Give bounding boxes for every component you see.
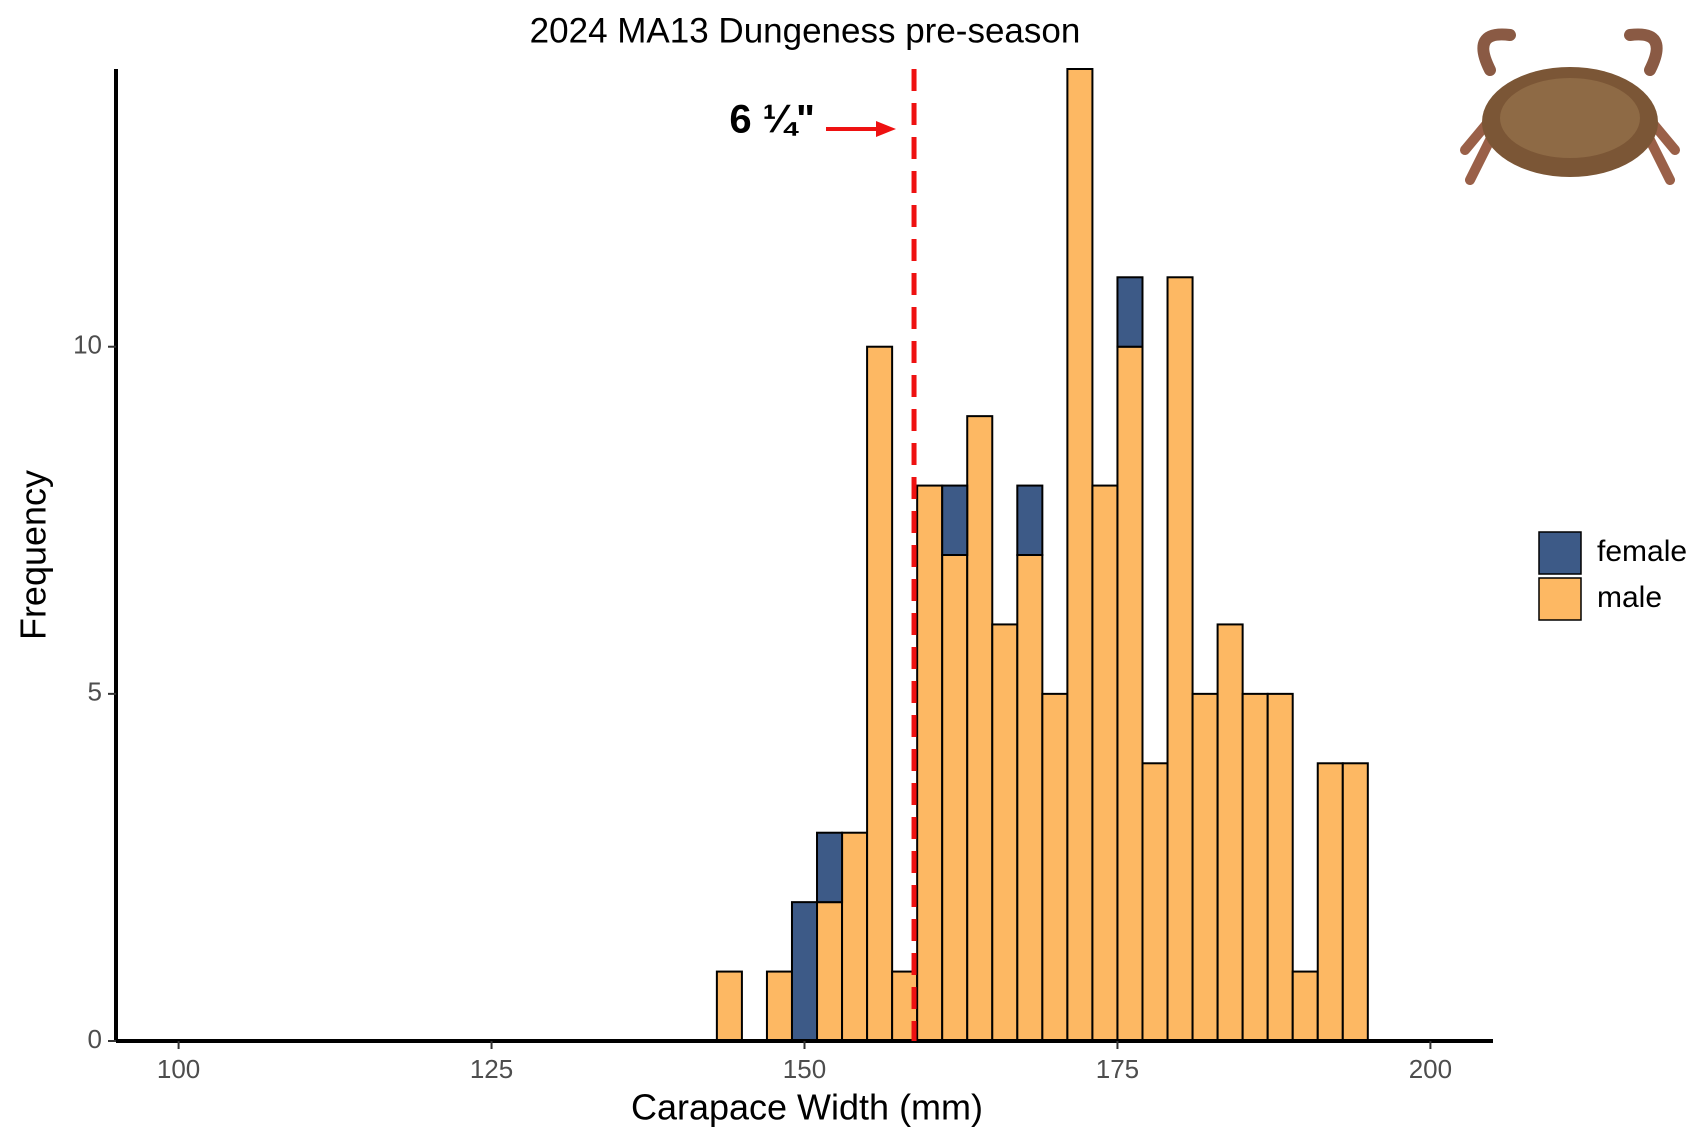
bar (1116, 345, 1144, 1042)
legend-swatch (1538, 577, 1582, 621)
x-tick-label: 200 (1409, 1054, 1452, 1084)
bar (1016, 484, 1044, 557)
y-axis-title: Frequency (13, 470, 54, 640)
bar (1291, 970, 1319, 1042)
bar (1216, 623, 1244, 1043)
bar (991, 623, 1019, 1043)
bar (765, 970, 793, 1042)
legend-swatch (1538, 531, 1582, 575)
y-tick-label: 0 (88, 1024, 102, 1054)
bar (916, 484, 944, 1043)
bar (1241, 692, 1269, 1042)
bar (941, 484, 969, 557)
bar (1341, 762, 1369, 1042)
annotation-label: 6 ¼" (729, 98, 815, 142)
bar (816, 901, 844, 1043)
crab-icon (1460, 28, 1680, 185)
bar (1066, 68, 1094, 1042)
bar (816, 831, 844, 904)
x-tick-label: 150 (783, 1054, 826, 1084)
x-tick-label: 175 (1096, 1054, 1139, 1084)
bar (841, 831, 869, 1043)
bar (1041, 692, 1069, 1042)
bar (941, 554, 969, 1042)
bar (1166, 276, 1194, 1042)
bar (1016, 554, 1044, 1042)
bar (715, 970, 743, 1042)
bar (866, 345, 894, 1042)
legend-label: male (1597, 581, 1662, 614)
legend-label: female (1597, 535, 1687, 568)
bar (1116, 276, 1144, 348)
y-tick-label: 5 (88, 677, 102, 707)
x-tick-label: 125 (470, 1054, 513, 1084)
bar (1316, 762, 1344, 1042)
bar (1191, 692, 1219, 1042)
x-tick-label: 100 (157, 1054, 200, 1084)
bar (1091, 484, 1119, 1043)
bar (1266, 692, 1294, 1042)
bar (966, 415, 994, 1042)
bar (1141, 762, 1169, 1042)
y-tick-label: 10 (73, 330, 102, 360)
x-axis-title: Carapace Width (mm) (631, 1087, 983, 1128)
annotation-arrowhead (876, 121, 896, 137)
bar (790, 901, 819, 1043)
chart-title: 2024 MA13 Dungeness pre-season (530, 11, 1081, 50)
